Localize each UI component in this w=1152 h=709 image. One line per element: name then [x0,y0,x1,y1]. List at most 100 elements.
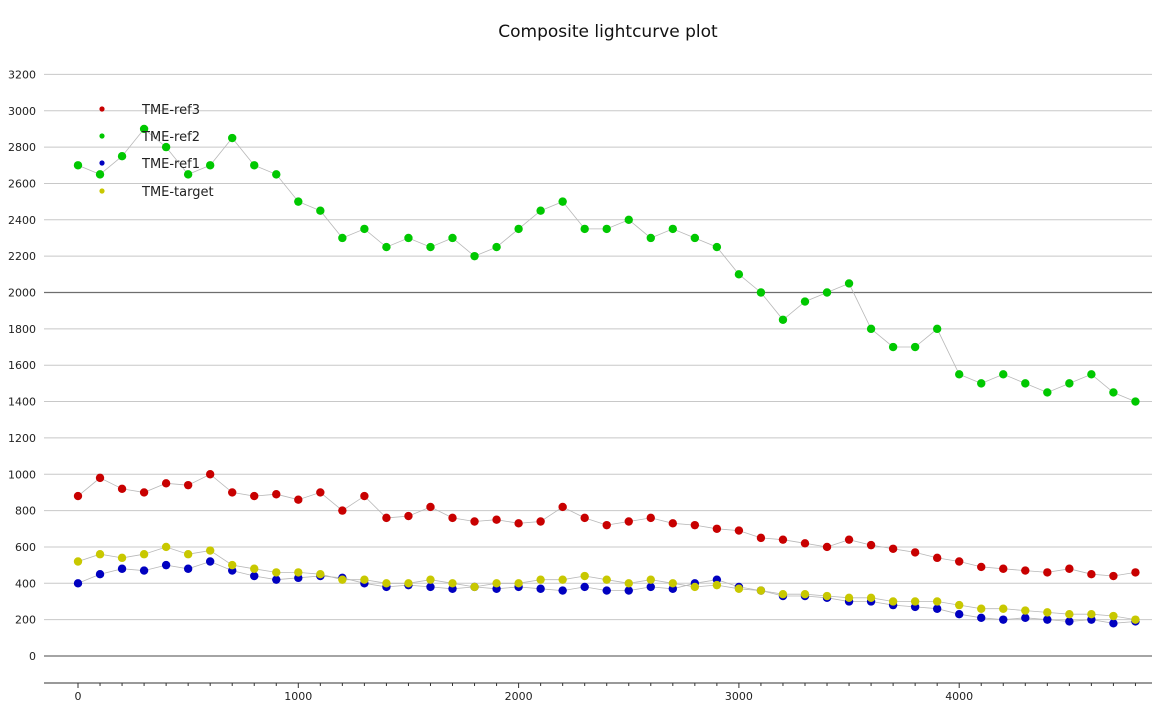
x-tick-label: 4000 [945,690,973,703]
data-point [800,297,810,306]
data-point [800,590,810,599]
data-point [382,242,391,252]
data-point [1109,619,1118,628]
data-point [1109,388,1118,397]
legend-marker [99,160,105,166]
data-point [117,553,127,563]
data-point [514,224,523,234]
x-tick-label: 1000 [284,690,312,703]
data-point [1065,617,1074,626]
data-point [1131,615,1140,624]
data-point [426,575,435,584]
legend: TME-ref3 TME-ref2 TME-ref1 TME-target [99,103,214,200]
y-tick-label: 600 [15,541,36,554]
y-tick-label: 3200 [8,68,36,81]
data-point [932,324,942,334]
data-point [1043,615,1052,624]
data-point [1021,606,1030,615]
data-point [382,579,391,588]
data-point [161,479,171,488]
data-point [250,491,259,501]
data-point [360,575,369,584]
y-tick-label: 1600 [8,359,36,372]
data-point [95,473,105,483]
data-point [1087,609,1096,619]
data-point [1021,566,1030,575]
data-point [624,586,633,595]
data-point [646,582,655,592]
data-point [73,557,83,566]
data-point [448,579,457,588]
data-point [668,519,678,528]
data-point [470,582,479,592]
data-point [536,584,545,593]
data-point [161,142,171,152]
data-point [558,502,567,512]
data-point [470,251,479,261]
data-point [514,519,523,528]
data-point [73,161,83,170]
data-point [844,279,854,288]
data-point [646,513,655,523]
data-point [624,517,633,526]
x-tick-label: 3000 [725,690,753,703]
data-point [95,550,105,559]
data-point [338,233,347,243]
data-point [1087,370,1096,379]
data-point [668,579,678,588]
data-point [470,517,479,526]
data-point [822,288,832,297]
data-point [250,571,259,581]
data-point [1043,608,1052,617]
data-point [932,597,942,606]
data-point [294,197,303,206]
y-tick-label: 0 [29,650,36,663]
data-point [272,568,281,577]
data-point [536,575,545,584]
y-tick-label: 2800 [8,141,36,154]
data-point [1109,571,1118,581]
data-point [360,224,369,234]
data-point [228,488,237,497]
data-point [690,582,700,592]
data-point [1065,564,1074,573]
data-point [536,206,545,215]
data-point [316,206,325,215]
data-point [624,215,633,224]
data-point [250,564,259,573]
data-point [602,520,611,530]
data-point [712,580,722,590]
y-tick-label: 1400 [8,396,36,409]
series-tme-ref2 [73,124,1140,406]
data-point [558,586,567,595]
data-point [338,506,347,515]
legend-label: TME-ref2 [141,130,200,145]
data-point [448,233,457,243]
data-point [734,584,744,593]
data-point [756,586,766,595]
data-point [712,524,722,533]
data-point [205,546,215,555]
y-tick-label: 200 [15,614,36,627]
data-point [1065,609,1074,619]
data-point [822,591,832,601]
y-tick-label: 800 [15,505,36,518]
data-point [183,170,193,179]
data-point [602,586,611,595]
data-point [977,562,986,572]
data-point [205,470,215,479]
y-tick-label: 1200 [8,432,36,445]
data-point [778,535,788,544]
data-point [1131,397,1140,406]
data-point [955,370,964,379]
legend-label: TME-ref1 [141,157,200,172]
data-point [822,542,832,552]
data-point [712,242,722,252]
data-point [117,484,127,493]
grid-layer [44,73,1152,657]
data-point [778,315,788,324]
data-point [183,564,193,573]
y-tick-label: 2200 [8,250,36,263]
